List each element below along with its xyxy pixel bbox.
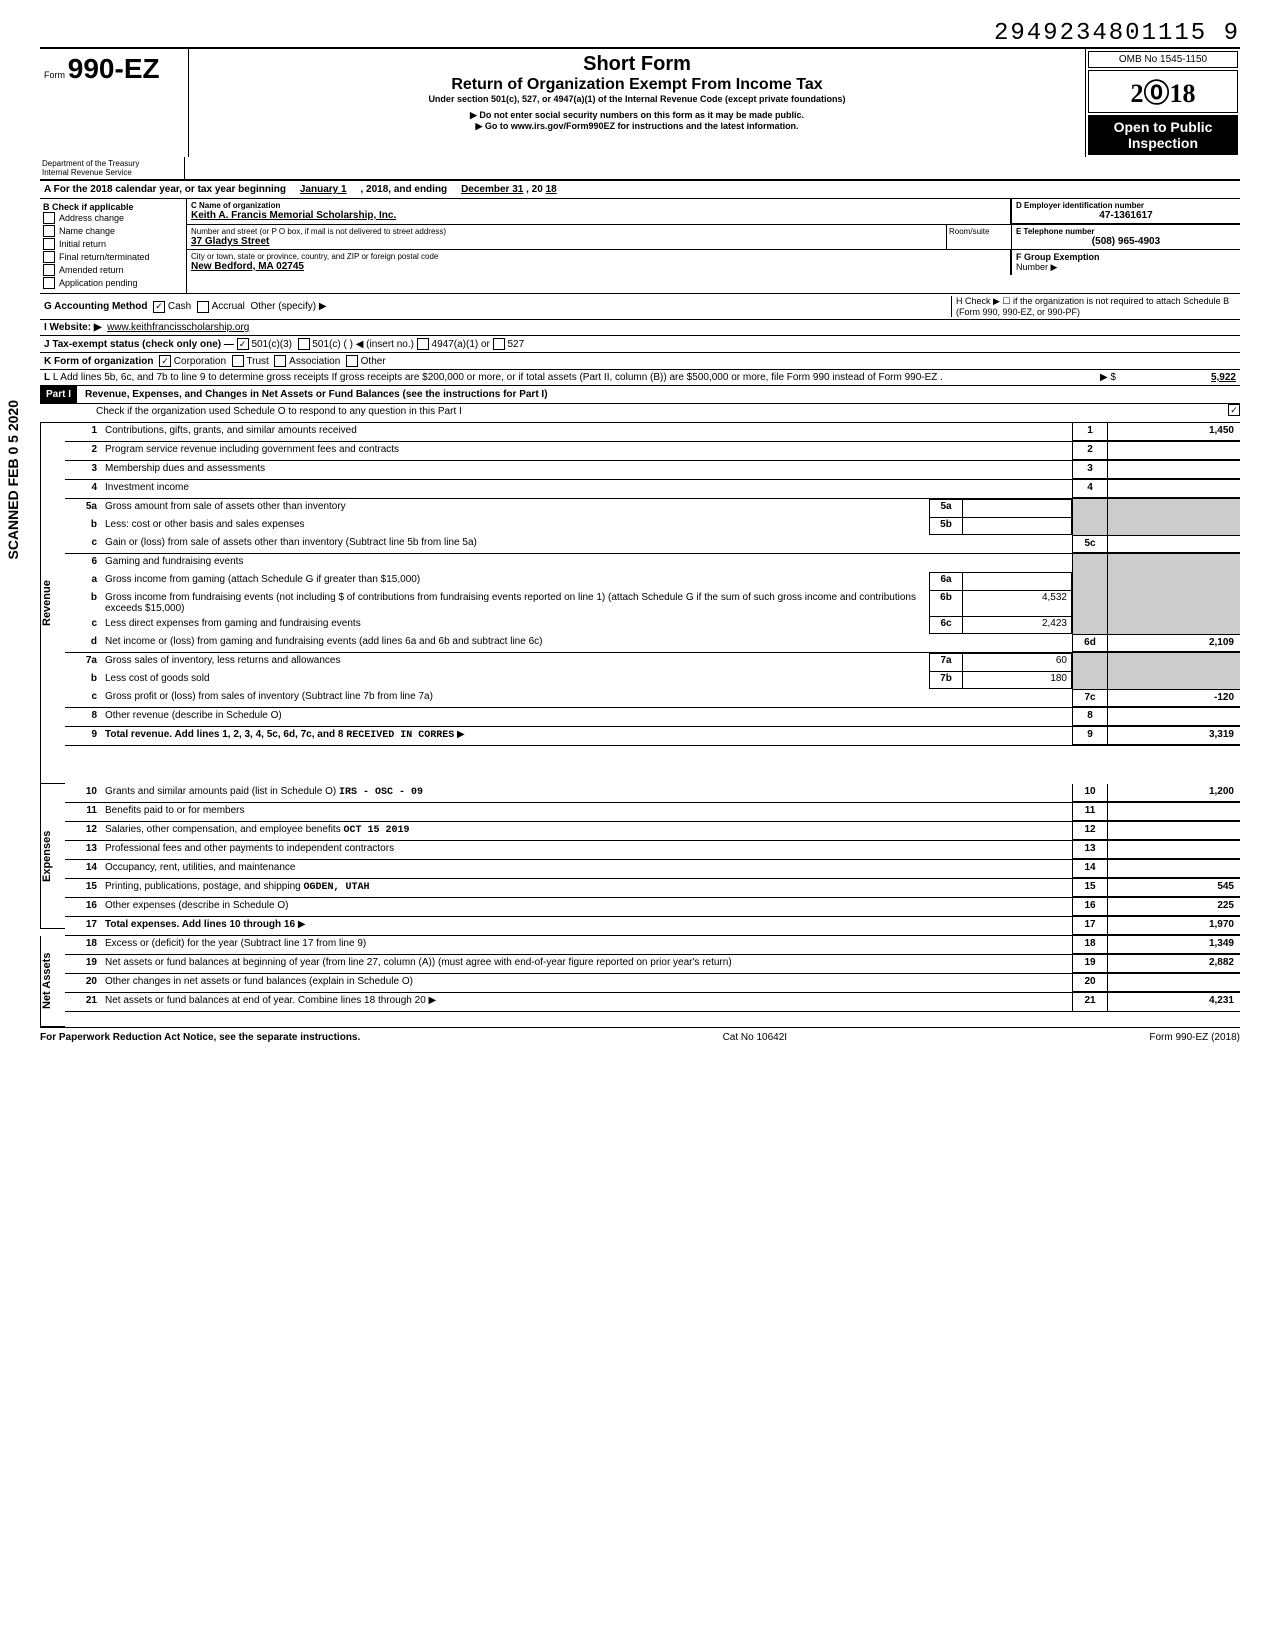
check-amended[interactable] — [43, 264, 55, 276]
open-public: Open to Public — [1092, 119, 1234, 135]
check-trust[interactable] — [232, 355, 244, 367]
phone: (508) 965-4903 — [1016, 236, 1236, 247]
revenue-label: Revenue — [40, 423, 65, 784]
check-accrual[interactable] — [197, 301, 209, 313]
ein: 47-1361617 — [1016, 210, 1236, 221]
omb-number: OMB No 1545-1150 — [1088, 51, 1238, 68]
form-ref: Form 990-EZ (2018) — [1149, 1032, 1240, 1043]
check-cash[interactable]: ✓ — [153, 301, 165, 313]
website: www.keithfrancisscholarship.org — [107, 322, 249, 333]
part-i-title: Revenue, Expenses, and Changes in Net As… — [77, 389, 548, 400]
form-990ez: 990-EZ — [68, 53, 160, 84]
check-pending[interactable] — [43, 277, 55, 289]
check-other-org[interactable] — [346, 355, 358, 367]
form-subtitle: Return of Organization Exempt From Incom… — [197, 76, 1077, 94]
check-corp[interactable]: ✓ — [159, 355, 171, 367]
check-assoc[interactable] — [274, 355, 286, 367]
irs-label: Internal Revenue Service — [42, 168, 182, 177]
check-501c3[interactable]: ✓ — [237, 338, 249, 350]
expenses-label: Expenses — [40, 784, 65, 929]
inspection: Inspection — [1092, 135, 1234, 151]
goto-link: ▶ Go to www.irs.gov/Form990EZ for instru… — [197, 121, 1077, 132]
check-schedule-o[interactable]: ✓ — [1228, 404, 1240, 416]
cat-no: Cat No 10642I — [723, 1032, 788, 1043]
check-address[interactable] — [43, 212, 55, 224]
dln-number: 2949234801115 9 — [40, 20, 1240, 47]
check-501c[interactable] — [298, 338, 310, 350]
gross-receipts: 5,922 — [1116, 372, 1236, 383]
check-initial[interactable] — [43, 238, 55, 250]
check-final[interactable] — [43, 251, 55, 263]
scanned-stamp: SCANNED FEB 0 5 2020 — [5, 400, 21, 560]
tax-year: 2⓪201818 — [1088, 70, 1238, 113]
dept-treasury: Department of the Treasury — [42, 159, 182, 168]
form-title: Short Form — [197, 53, 1077, 76]
section-b: B Check if applicable Address change Nam… — [40, 199, 187, 293]
check-4947[interactable] — [417, 338, 429, 350]
check-name[interactable] — [43, 225, 55, 237]
line-a: A For the 2018 calendar year, or tax yea… — [40, 180, 1240, 199]
city-state-zip: New Bedford, MA 02745 — [191, 261, 1006, 272]
part-i-label: Part I — [40, 386, 77, 403]
form-number-cell: Form 990-EZ — [40, 49, 189, 157]
check-527[interactable] — [493, 338, 505, 350]
org-name: Keith A. Francis Memorial Scholarship, I… — [191, 210, 1006, 221]
under-section: Under section 501(c), 527, or 4947(a)(1)… — [197, 94, 1077, 104]
paperwork-notice: For Paperwork Reduction Act Notice, see … — [40, 1032, 360, 1043]
ssn-warning: ▶ Do not enter social security numbers o… — [197, 110, 1077, 121]
section-h: H Check ▶ ☐ if the organization is not r… — [951, 296, 1236, 317]
netassets-label: Net Assets — [40, 936, 65, 1027]
street-address: 37 Gladys Street — [191, 236, 942, 247]
line-l-text: L Add lines 5b, 6c, and 7b to line 9 to … — [53, 372, 1097, 383]
